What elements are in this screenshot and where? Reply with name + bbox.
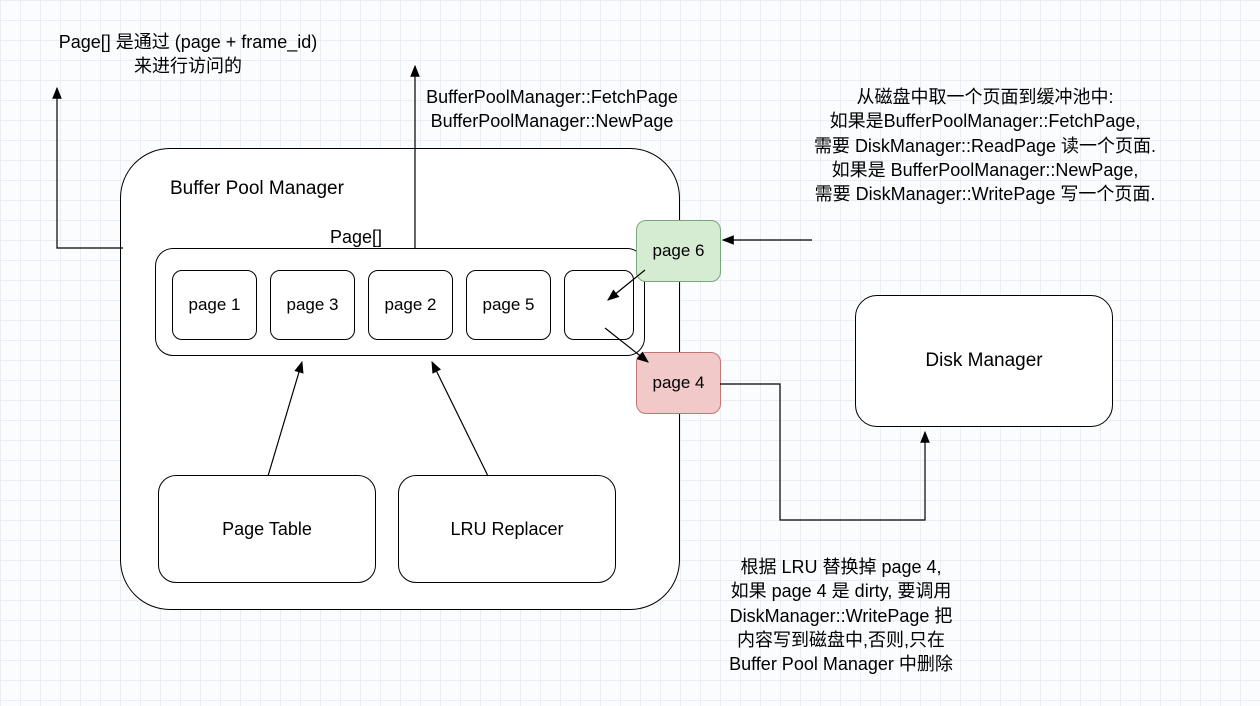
annotation-line: 内容写到磁盘中,否则,只在 [737,630,945,650]
annotation-line: BufferPoolManager::FetchPage [426,87,678,107]
annotation-line: 需要 DiskManager::WritePage 写一个页面. [815,184,1156,204]
annotation-line: Buffer Pool Manager 中删除 [729,654,953,674]
annotation-line: DiskManager::WritePage 把 [730,606,953,626]
annotation-line: 从磁盘中取一个页面到缓冲池中: [857,87,1114,107]
annotation-line: 需要 DiskManager::ReadPage 读一个页面. [814,136,1156,156]
annotation-line: 如果是BufferPoolManager::FetchPage, [830,111,1141,131]
annotation-line: 来进行访问的 [134,56,242,76]
page-table-box: Page Table [158,475,376,583]
lru-replacer-box: LRU Replacer [398,475,616,583]
page-cell-4: page 5 [466,270,551,340]
annotation-line: Page[] 是通过 (page + frame_id) [59,32,318,52]
annotation-page-array: Page[] 是通过 (page + frame_id) 来进行访问的 [28,30,348,79]
buffer-pool-title: Buffer Pool Manager [170,176,344,202]
annotation-fetch-new: BufferPoolManager::FetchPage BufferPoolM… [392,85,712,134]
annotation-line: 如果 page 4 是 dirty, 要调用 [731,581,952,601]
page-cell-1: page 1 [172,270,257,340]
page-cell-2: page 3 [270,270,355,340]
page6-box: page 6 [636,220,721,282]
page-array-label: Page[] [330,225,382,249]
page4-box: page 4 [636,352,721,414]
arrow-to-page-note [57,88,123,248]
annotation-line: 根据 LRU 替换掉 page 4, [740,557,941,577]
annotation-disk-fetch: 从磁盘中取一个页面到缓冲池中: 如果是BufferPoolManager::Fe… [770,85,1200,206]
disk-manager-box: Disk Manager [855,295,1113,427]
page-cell-5 [564,270,634,340]
annotation-line: 如果是 BufferPoolManager::NewPage, [832,160,1139,180]
page-cell-3: page 2 [368,270,453,340]
annotation-lru: 根据 LRU 替换掉 page 4, 如果 page 4 是 dirty, 要调… [696,555,986,676]
annotation-line: BufferPoolManager::NewPage [431,111,674,131]
